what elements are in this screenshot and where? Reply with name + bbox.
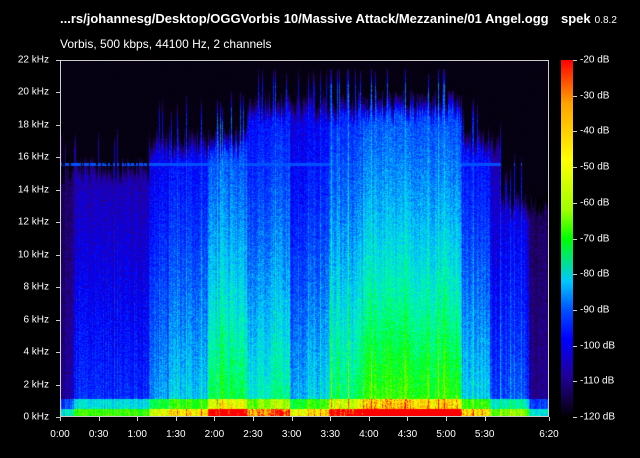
app-name-text: spek xyxy=(561,11,591,26)
db-tick xyxy=(573,309,577,311)
freq-tick-label: 6 kHz xyxy=(23,314,49,326)
time-tick xyxy=(446,417,448,421)
freq-tick xyxy=(56,352,60,354)
time-tick xyxy=(175,417,177,421)
freq-tick-label: 14 kHz xyxy=(17,184,49,196)
freq-tick-label: 8 kHz xyxy=(23,281,49,293)
freq-tick-label: 12 kHz xyxy=(17,216,49,228)
db-tick xyxy=(573,274,577,276)
time-tick xyxy=(253,417,255,421)
time-tick xyxy=(484,417,486,421)
db-tick-label: -80 dB xyxy=(580,268,610,280)
db-tick xyxy=(573,95,577,97)
db-tick xyxy=(573,167,577,169)
time-tick-label: 0:00 xyxy=(50,429,70,440)
time-tick-label: 1:30 xyxy=(166,429,186,440)
time-tick xyxy=(330,417,332,421)
freq-tick xyxy=(56,254,60,256)
time-tick xyxy=(407,417,409,421)
time-tick-label: 2:00 xyxy=(204,429,225,440)
time-tick xyxy=(98,417,100,421)
freq-tick xyxy=(56,319,60,321)
freq-tick xyxy=(56,60,60,61)
db-tick-label: -50 dB xyxy=(580,161,610,173)
freq-tick-label: 16 kHz xyxy=(17,151,49,163)
time-tick-label: 4:00 xyxy=(359,429,379,440)
db-tick-label: -20 dB xyxy=(580,54,610,66)
freq-tick xyxy=(56,417,60,418)
color-scale-bar xyxy=(561,60,573,417)
db-tick-label: -40 dB xyxy=(580,125,610,137)
db-tick-label: -100 dB xyxy=(580,340,616,352)
db-tick-label: -70 dB xyxy=(580,233,610,244)
freq-tick-label: 4 kHz xyxy=(23,346,49,358)
db-tick-label: -110 dB xyxy=(580,375,615,387)
time-tick xyxy=(368,417,370,421)
app-name: spek 0.8.2 xyxy=(561,11,617,26)
time-tick xyxy=(60,417,61,421)
db-tick-label: -90 dB xyxy=(580,304,610,316)
freq-tick-label: 18 kHz xyxy=(17,119,49,131)
time-tick xyxy=(291,417,293,421)
time-tick xyxy=(214,417,216,421)
db-tick xyxy=(573,131,577,133)
freq-tick-label: 0 kHz xyxy=(23,411,49,423)
time-tick xyxy=(137,417,139,421)
db-tick xyxy=(573,345,577,347)
db-tick xyxy=(573,202,577,204)
time-tick-label: 5:00 xyxy=(436,429,456,440)
db-tick-label: -60 dB xyxy=(580,197,610,209)
freq-tick xyxy=(56,222,60,224)
db-tick xyxy=(573,238,577,240)
app-version: 0.8.2 xyxy=(594,15,617,26)
time-tick-label: 3:00 xyxy=(281,429,302,440)
time-tick xyxy=(549,417,550,421)
time-tick-label: 0:30 xyxy=(88,429,109,440)
freq-tick-label: 22 kHz xyxy=(17,54,49,66)
freq-tick xyxy=(56,124,60,126)
freq-tick-label: 10 kHz xyxy=(17,249,49,261)
time-tick-label: 2:30 xyxy=(243,429,263,440)
time-tick-label: 4:30 xyxy=(397,429,418,440)
freq-tick xyxy=(56,189,60,191)
freq-tick xyxy=(56,384,60,386)
db-tick xyxy=(573,417,577,418)
db-tick-label: -30 dB xyxy=(580,90,610,102)
freq-tick-label: 20 kHz xyxy=(17,86,49,98)
time-tick-label: 3:30 xyxy=(320,429,340,440)
db-tick-label: -120 dB xyxy=(580,411,616,423)
spectrogram-plot[interactable] xyxy=(60,60,549,417)
freq-tick xyxy=(56,287,60,289)
freq-tick-label: 2 kHz xyxy=(23,379,49,391)
db-tick xyxy=(573,381,577,383)
freq-tick xyxy=(56,92,60,94)
freq-tick xyxy=(56,157,60,159)
db-tick xyxy=(573,60,577,61)
time-tick-label: 6:20 xyxy=(539,429,559,440)
spectrogram-canvas xyxy=(61,61,548,416)
audio-info: Vorbis, 500 kbps, 44100 Hz, 2 channels xyxy=(60,37,272,51)
file-path-title: ...rs/johannesg/Desktop/OGGVorbis 10/Mas… xyxy=(60,11,549,26)
time-tick-label: 1:00 xyxy=(127,429,147,440)
time-tick-label: 5:30 xyxy=(474,429,495,440)
